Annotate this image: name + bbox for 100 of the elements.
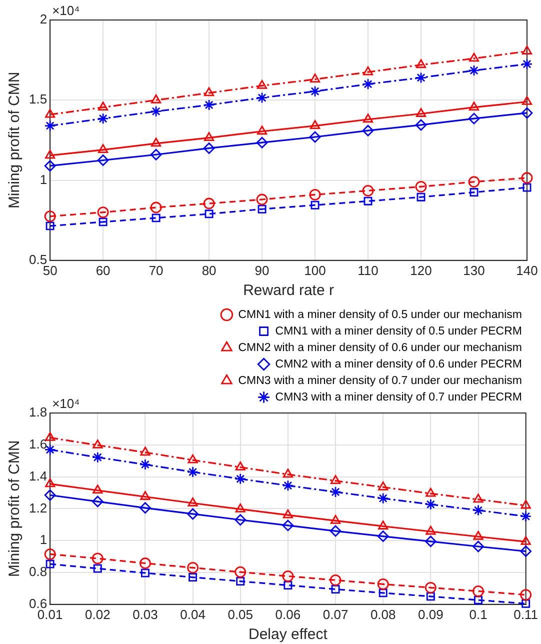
y-tick-label: 1 — [40, 172, 48, 187]
point — [187, 466, 198, 478]
point — [474, 596, 482, 604]
point — [256, 92, 268, 104]
point — [97, 206, 109, 218]
x-axis-title: Delay effect — [248, 626, 328, 644]
point — [330, 574, 342, 586]
point — [203, 198, 215, 210]
point — [234, 473, 246, 485]
point — [309, 188, 321, 200]
y-tick-label: 1.2 — [28, 500, 48, 516]
x-tick-label: 0.11 — [514, 606, 538, 622]
y-tick-label: 1 — [40, 532, 48, 548]
x-tick-label: 110 — [358, 262, 378, 278]
point — [378, 520, 388, 530]
legend-label: CMN3 with a miner density of 0.7 under PECRM — [275, 391, 522, 404]
point — [468, 102, 480, 111]
legend-label: CMN2 with a miner density of 0.6 under our mechanism — [238, 342, 522, 354]
point — [282, 480, 294, 492]
point — [98, 218, 108, 226]
point — [46, 222, 54, 230]
point — [426, 592, 435, 601]
point — [522, 46, 532, 54]
point — [331, 585, 340, 594]
point — [45, 432, 56, 441]
point — [235, 503, 246, 512]
point — [424, 536, 436, 548]
point — [424, 498, 436, 510]
point — [472, 504, 484, 516]
x-tick-label: 0.04 — [180, 606, 206, 622]
point — [235, 462, 246, 470]
point — [377, 530, 389, 542]
y-tick-label: 0.8 — [28, 564, 48, 580]
x-tick-label: 0.1 — [469, 606, 488, 622]
y-tick-label: 0.5 — [28, 252, 48, 267]
x-tick-label: 0.06 — [275, 606, 301, 622]
point — [188, 497, 198, 506]
point — [204, 210, 214, 218]
point — [521, 107, 533, 119]
y-tick-label: 1.6 — [28, 436, 48, 452]
point — [92, 452, 104, 464]
point — [152, 214, 160, 222]
point — [97, 154, 109, 166]
legend-label: CMN3 with a miner density of 0.7 under our mechanism — [238, 374, 522, 387]
point — [468, 176, 480, 188]
point — [310, 200, 320, 210]
point — [309, 86, 321, 98]
point — [188, 454, 198, 464]
y-tick-label: 1.5 — [28, 92, 48, 107]
point — [187, 508, 198, 520]
legend-label: CMN1 with a miner density of 0.5 under PECRM — [275, 325, 522, 338]
point — [364, 196, 372, 206]
text: ×10⁴ — [52, 396, 80, 412]
point — [310, 74, 320, 82]
point — [522, 183, 532, 192]
point — [473, 530, 484, 540]
y-axis-title: Mining profit of CMN — [6, 72, 24, 209]
point — [93, 564, 102, 573]
point — [416, 59, 426, 68]
point — [470, 188, 478, 197]
point — [44, 120, 56, 132]
point — [522, 599, 530, 608]
x-tick-label: 140 — [516, 262, 538, 278]
point — [522, 96, 532, 105]
point — [45, 478, 56, 488]
point — [520, 589, 532, 601]
point — [150, 148, 162, 160]
point — [378, 481, 388, 490]
point — [473, 494, 484, 503]
x-tick-label: 0.08 — [370, 606, 396, 622]
point — [362, 124, 374, 136]
point — [140, 568, 150, 578]
text: ×10⁴ — [52, 3, 80, 18]
point — [416, 192, 426, 202]
point — [234, 566, 246, 578]
point — [98, 144, 108, 154]
point — [472, 540, 484, 552]
point — [362, 184, 374, 196]
point — [282, 468, 293, 478]
x-tick-label: 0.03 — [132, 606, 158, 622]
point — [98, 102, 108, 111]
point — [282, 570, 294, 582]
point — [187, 562, 198, 574]
point — [377, 578, 389, 590]
y-tick-label: 2 — [40, 12, 48, 27]
point — [520, 546, 532, 557]
point — [44, 548, 56, 560]
point — [256, 194, 268, 206]
point — [92, 484, 103, 494]
point — [424, 582, 436, 594]
x-tick-label: 0.05 — [228, 606, 254, 622]
point — [378, 588, 388, 598]
point — [330, 525, 342, 537]
point — [140, 458, 151, 470]
x-tick-label: 0.02 — [84, 606, 110, 622]
y-tick-label: 1.4 — [28, 468, 48, 484]
point — [44, 489, 56, 501]
point — [92, 552, 104, 564]
x-tick-label: 70 — [148, 262, 164, 278]
y-axis-title: Mining profit of CMN — [6, 440, 24, 578]
